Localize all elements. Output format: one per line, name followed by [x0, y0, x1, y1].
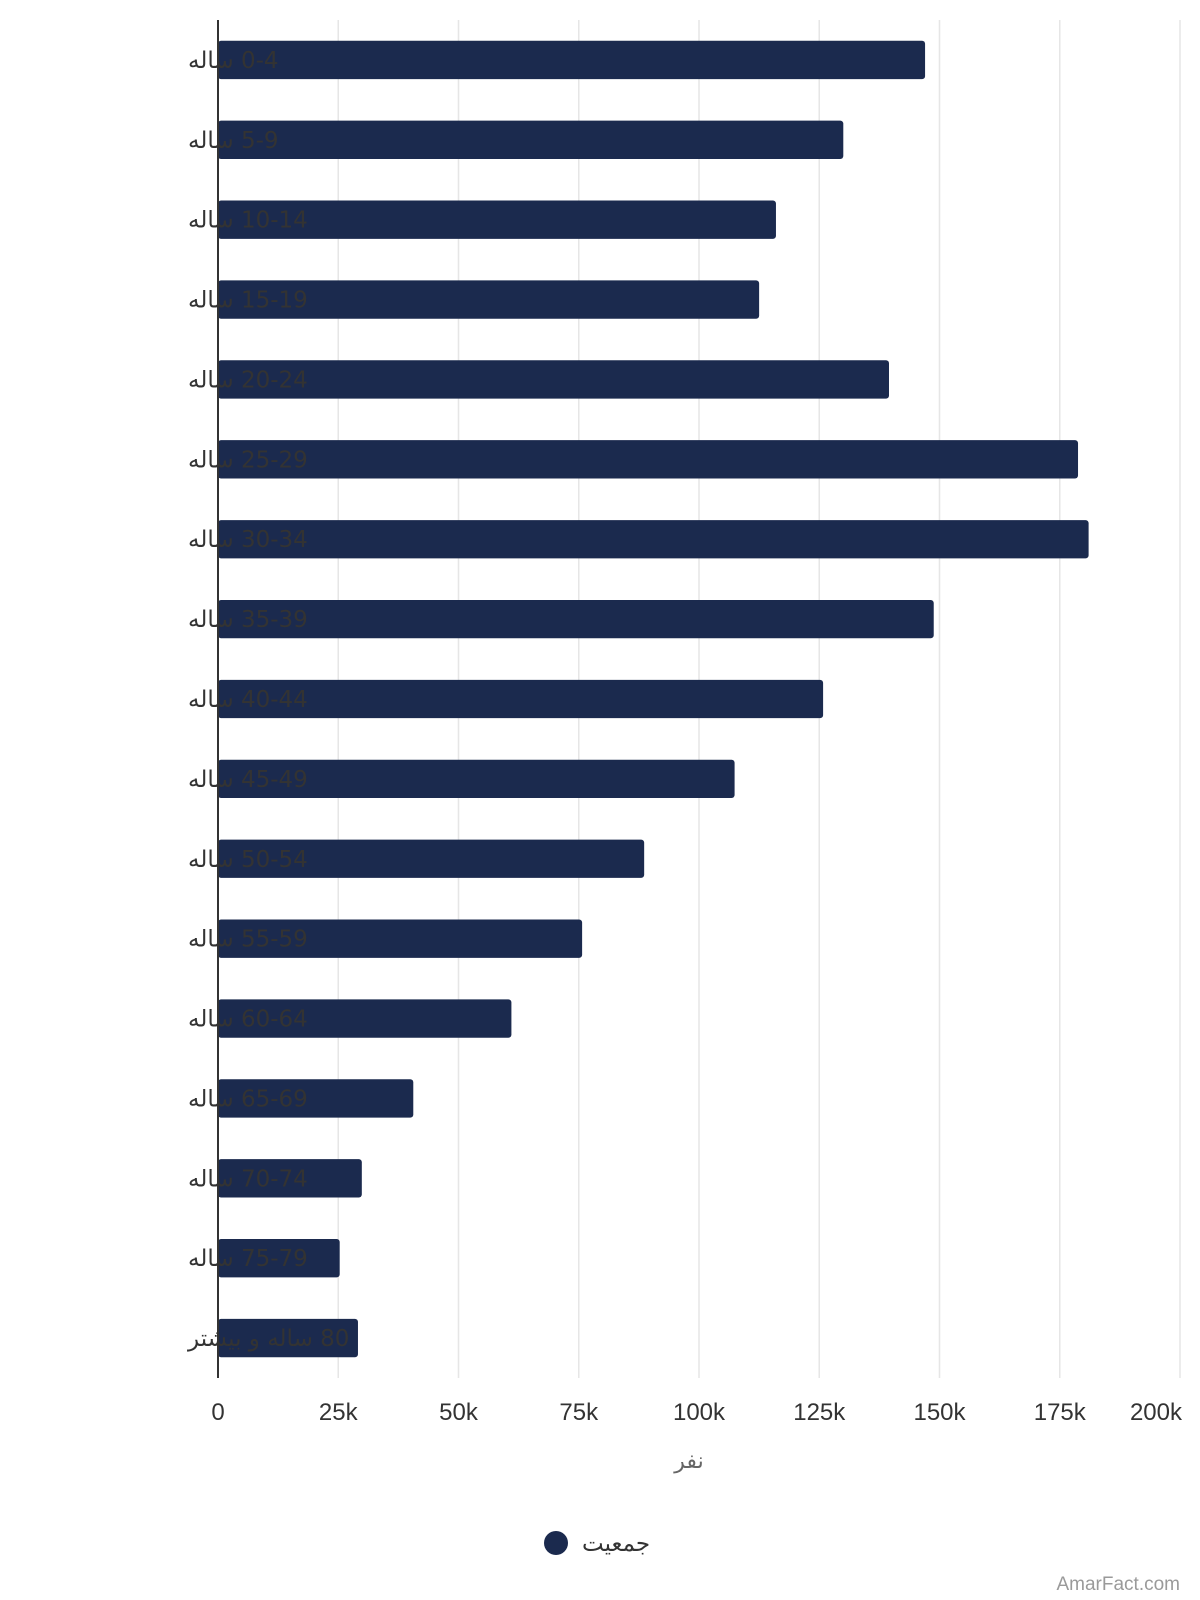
x-tick-label: 200k	[1130, 1399, 1183, 1426]
category-label: 70-74 ساله	[188, 1166, 308, 1192]
x-tick-label: 100k	[673, 1399, 726, 1426]
x-tick-label: 0	[211, 1399, 224, 1426]
bars	[218, 40, 1089, 1358]
bar[interactable]	[218, 599, 934, 639]
bar[interactable]	[218, 280, 760, 319]
category-label: 40-44 ساله	[188, 687, 308, 713]
bar[interactable]	[218, 839, 645, 878]
bar[interactable]	[218, 1159, 362, 1198]
category-label: 55-59 ساله	[188, 927, 308, 953]
x-tick-labels: 0 25k 50k 75k 100k 125k 150k 175k 200k	[211, 1399, 1183, 1426]
x-tick-label: 75k	[559, 1399, 599, 1426]
bar[interactable]	[218, 1318, 358, 1358]
x-tick-label: 150k	[913, 1399, 966, 1426]
x-axis-title: نفر	[673, 1449, 703, 1474]
category-label: 30-34 ساله	[188, 527, 308, 553]
category-label: 15-19 ساله	[188, 288, 308, 314]
bar[interactable]	[218, 440, 1079, 479]
x-tick-label: 175k	[1034, 1399, 1087, 1426]
bar[interactable]	[218, 759, 735, 799]
bar[interactable]	[218, 999, 512, 1038]
category-label: 5-9 ساله	[188, 128, 279, 154]
bar[interactable]	[218, 679, 824, 719]
x-tick-label: 125k	[793, 1399, 846, 1426]
legend-label: جمعیت	[582, 1531, 650, 1557]
x-tick-label: 50k	[439, 1399, 479, 1426]
category-label: 80 ساله و بیشتر	[187, 1326, 349, 1352]
watermark: AmarFact.com	[1056, 1574, 1180, 1595]
category-label: 0-4 ساله	[188, 48, 279, 74]
category-label: 45-49 ساله	[188, 767, 308, 793]
category-label: 25-29 ساله	[188, 447, 308, 473]
bar[interactable]	[218, 919, 583, 958]
legend[interactable]: جمعیت	[544, 1531, 650, 1557]
bar[interactable]	[218, 200, 776, 239]
bar[interactable]	[218, 1239, 340, 1278]
bar[interactable]	[218, 120, 844, 159]
category-label: 10-14 ساله	[188, 208, 308, 234]
category-label: 50-54 ساله	[188, 847, 308, 873]
category-label: 65-69 ساله	[188, 1086, 308, 1112]
bar[interactable]	[218, 1079, 414, 1118]
category-label: 20-24 ساله	[188, 367, 308, 393]
legend-swatch	[544, 1531, 568, 1555]
bar[interactable]	[218, 520, 1089, 559]
category-label: 60-64 ساله	[188, 1007, 308, 1033]
bar[interactable]	[218, 40, 926, 80]
category-label: 75-79 ساله	[188, 1246, 308, 1272]
x-tick-label: 25k	[319, 1399, 359, 1426]
bar[interactable]	[218, 360, 889, 399]
category-labels: 0-4 ساله 5-9 ساله 10-14 ساله 15-19 ساله 20-2…	[187, 48, 349, 1352]
category-label: 35-39 ساله	[188, 607, 308, 633]
